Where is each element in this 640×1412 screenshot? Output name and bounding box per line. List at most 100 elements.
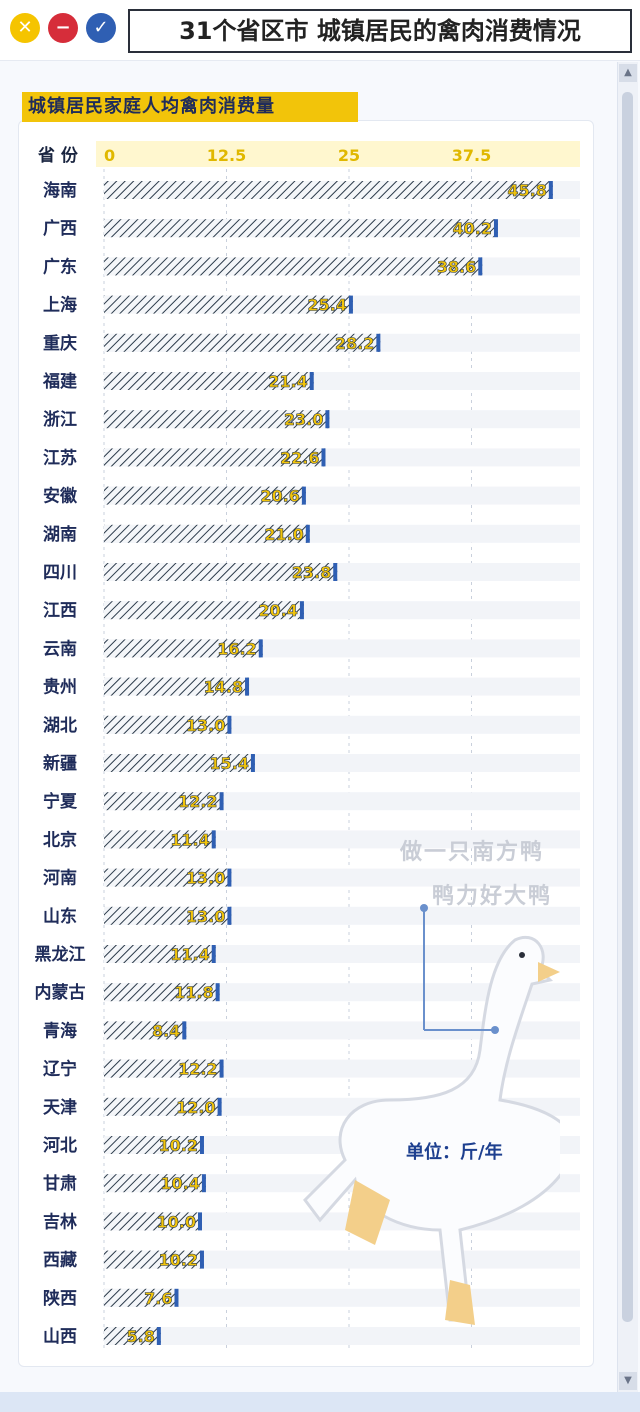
value-label: 23.0 bbox=[284, 410, 323, 429]
bar bbox=[104, 1212, 202, 1231]
bar-end bbox=[301, 486, 306, 505]
header-band bbox=[96, 141, 580, 167]
bar-end bbox=[227, 715, 232, 734]
value-label: 23.8 bbox=[292, 563, 331, 582]
value-label: 12.2 bbox=[178, 792, 217, 811]
value-label: 11.4 bbox=[170, 830, 209, 849]
value-label: 22.6 bbox=[280, 448, 319, 467]
category-label: 内蒙古 bbox=[35, 982, 86, 1003]
bar-end bbox=[478, 257, 483, 276]
bar bbox=[104, 983, 220, 1002]
bar-end bbox=[321, 448, 326, 467]
bar bbox=[104, 868, 232, 887]
value-label: 13.0 bbox=[186, 907, 225, 926]
value-label: 16.2 bbox=[217, 639, 256, 658]
category-label: 辽宁 bbox=[43, 1059, 77, 1080]
value-label: 10.0 bbox=[157, 1212, 196, 1231]
bar-end bbox=[299, 601, 304, 620]
value-label: 15.4 bbox=[209, 754, 248, 773]
scrollbar-thumb[interactable] bbox=[622, 92, 633, 1322]
value-label: 11.8 bbox=[174, 983, 213, 1002]
value-label: 40.2 bbox=[452, 219, 491, 238]
category-label: 新疆 bbox=[43, 753, 77, 774]
scroll-up-icon[interactable]: ▲ bbox=[619, 64, 637, 82]
bar bbox=[104, 219, 498, 238]
scroll-down-icon[interactable]: ▼ bbox=[619, 1372, 637, 1390]
x-tick-label: 37.5 bbox=[452, 146, 491, 165]
value-label: 10.2 bbox=[158, 1136, 197, 1155]
bar-end bbox=[215, 983, 220, 1002]
bar bbox=[104, 1021, 187, 1040]
bar-end bbox=[376, 333, 381, 352]
bar bbox=[104, 181, 553, 199]
bar-end bbox=[174, 1288, 179, 1307]
bar-end bbox=[245, 677, 250, 696]
bottom-strip bbox=[0, 1392, 640, 1412]
title-bar: ✕ − ✓ 31个省区市 城镇居民的禽肉消费情况 bbox=[0, 0, 640, 61]
x-tick-label: 0 bbox=[104, 146, 115, 165]
category-label: 山西 bbox=[43, 1327, 77, 1347]
bar bbox=[104, 639, 263, 658]
category-label: 吉林 bbox=[43, 1211, 77, 1232]
bar-end bbox=[309, 372, 314, 390]
value-label: 20.6 bbox=[260, 487, 299, 506]
bar bbox=[104, 1174, 206, 1193]
slogan-line-1: 做一只南方鸭 bbox=[400, 840, 545, 865]
value-label: 21.4 bbox=[268, 372, 307, 391]
bar bbox=[104, 1059, 224, 1078]
row-track bbox=[104, 830, 580, 849]
close-icon[interactable]: ✕ bbox=[10, 13, 40, 43]
category-label: 江西 bbox=[43, 601, 77, 621]
category-label: 青海 bbox=[43, 1020, 77, 1041]
x-tick-label: 25 bbox=[338, 146, 360, 165]
row-track bbox=[104, 983, 580, 1002]
bar bbox=[104, 945, 216, 963]
value-label: 20.4 bbox=[258, 601, 297, 620]
category-label: 江苏 bbox=[43, 447, 77, 468]
bar bbox=[104, 448, 326, 467]
bar-end bbox=[227, 868, 232, 887]
category-label: 河南 bbox=[43, 868, 77, 889]
category-label: 安徽 bbox=[43, 486, 78, 507]
category-label: 云南 bbox=[43, 638, 77, 659]
bar bbox=[104, 333, 381, 352]
minus-icon[interactable]: − bbox=[48, 13, 78, 43]
value-label: 10.4 bbox=[160, 1174, 199, 1193]
check-icon[interactable]: ✓ bbox=[86, 13, 116, 43]
category-label: 四川 bbox=[43, 563, 77, 583]
category-label: 贵州 bbox=[43, 677, 77, 698]
category-label: 宁夏 bbox=[43, 791, 78, 812]
row-track bbox=[104, 1021, 580, 1040]
scrollbar[interactable]: ▲ ▼ bbox=[617, 62, 638, 1392]
row-track bbox=[104, 1327, 580, 1345]
category-label: 黑龙江 bbox=[35, 944, 86, 965]
value-label: 25.4 bbox=[307, 296, 346, 315]
bar bbox=[104, 1327, 161, 1345]
category-label: 山东 bbox=[43, 906, 77, 927]
value-label: 11.4 bbox=[170, 945, 209, 964]
bar-end bbox=[201, 1174, 206, 1193]
bar bbox=[104, 792, 224, 811]
category-label: 上海 bbox=[43, 295, 77, 316]
unit-label: 单位：斤/年 bbox=[406, 1142, 503, 1163]
value-label: 7.6 bbox=[144, 1289, 172, 1308]
bar-end bbox=[199, 1250, 204, 1269]
category-label: 甘肃 bbox=[43, 1173, 77, 1194]
bar bbox=[104, 295, 353, 314]
bar-end bbox=[333, 563, 338, 581]
bar bbox=[104, 486, 306, 505]
page-title: 31个省区市 城镇居民的禽肉消费情况 bbox=[128, 9, 632, 53]
category-label: 西藏 bbox=[43, 1251, 77, 1271]
bar bbox=[104, 1250, 204, 1269]
slogan-line-2: 鸭力好大鸭 bbox=[432, 884, 553, 909]
bar-end bbox=[219, 792, 224, 811]
value-label: 28.2 bbox=[335, 334, 374, 353]
bar-end bbox=[156, 1327, 161, 1345]
category-label: 天津 bbox=[43, 1097, 77, 1118]
value-label: 13.0 bbox=[186, 716, 225, 735]
bar bbox=[104, 677, 250, 696]
chart-subtitle: 城镇居民家庭人均禽肉消费量 bbox=[22, 92, 358, 122]
bar bbox=[104, 906, 232, 925]
bar-end bbox=[250, 754, 255, 772]
category-header: 省 份 bbox=[37, 145, 79, 166]
